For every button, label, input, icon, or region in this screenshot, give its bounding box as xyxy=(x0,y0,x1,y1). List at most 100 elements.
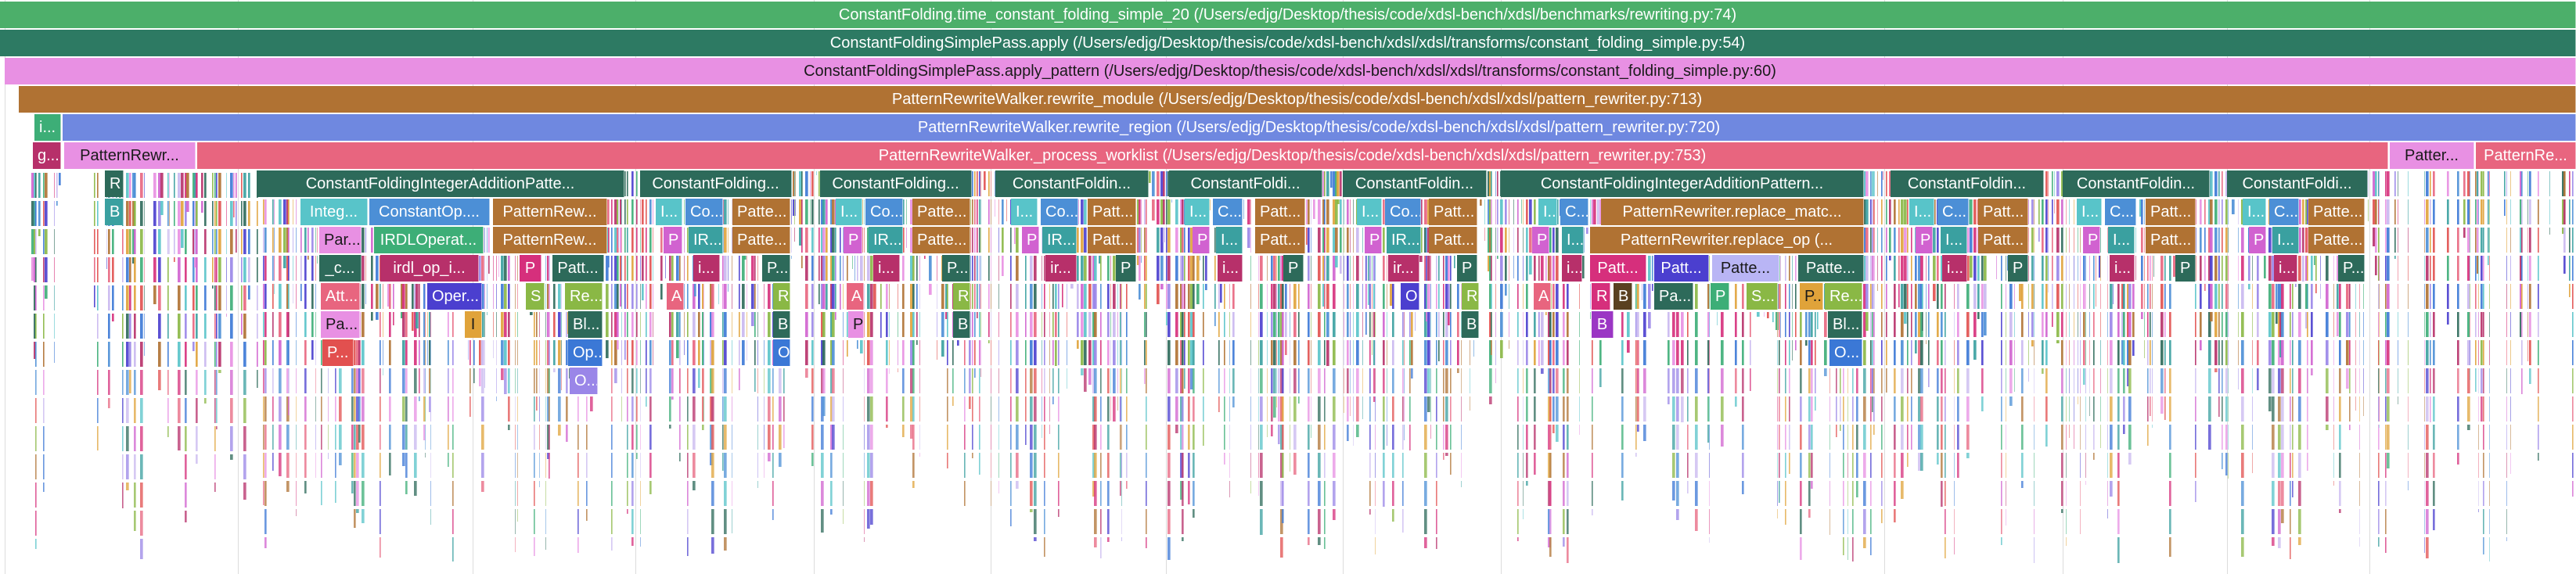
stack-sliver xyxy=(801,171,803,196)
stack-sliver xyxy=(257,314,258,339)
stack-sliver xyxy=(687,256,689,281)
stack-sliver xyxy=(1267,256,1268,281)
stack-sliver xyxy=(832,368,835,393)
stack-sliver xyxy=(590,396,593,411)
stack-sliver xyxy=(1100,340,1102,365)
stack-sliver xyxy=(693,425,696,450)
stack-sliver xyxy=(649,396,652,422)
stack-sliver xyxy=(43,426,45,451)
stack-sliver xyxy=(185,511,187,522)
stack-sliver xyxy=(1824,340,1827,365)
stack-sliver xyxy=(988,199,990,224)
stack-sliver xyxy=(97,314,99,339)
stack-sliver xyxy=(405,368,408,393)
stack-sliver xyxy=(243,342,246,367)
stack-sliver xyxy=(1668,396,1670,404)
stack-sliver xyxy=(362,368,365,393)
stack-sliver xyxy=(586,425,588,450)
stack-sliver xyxy=(649,312,652,337)
stack-sliver xyxy=(1333,481,1336,506)
stack-sliver xyxy=(679,256,681,281)
stack-sliver xyxy=(805,256,808,281)
stack-sliver xyxy=(1865,171,1869,196)
stack-sliver xyxy=(624,199,626,224)
stack-sliver xyxy=(1966,340,1970,365)
stack-sliver xyxy=(1920,425,1923,450)
stack-sliver xyxy=(1687,396,1689,422)
stack-sliver xyxy=(627,171,628,196)
stack-sliver xyxy=(1298,312,1300,337)
stack-sliver xyxy=(1167,396,1171,422)
stack-sliver xyxy=(1058,340,1060,365)
stack-sliver xyxy=(448,453,449,467)
stack-sliver xyxy=(178,314,181,339)
stack-sliver xyxy=(2056,228,2060,253)
stack-sliver xyxy=(1258,453,1259,478)
stack-sliver xyxy=(724,340,727,365)
stack-sliver xyxy=(288,368,290,393)
stack-sliver xyxy=(611,340,613,365)
stack-sliver xyxy=(1941,425,1943,450)
stack-sliver xyxy=(1672,340,1675,365)
stack-sliver xyxy=(1886,284,1887,309)
stack-sliver xyxy=(1852,453,1854,478)
stack-sliver xyxy=(1873,312,1875,337)
stack-sliver xyxy=(2169,340,2171,365)
stack-sliver xyxy=(1777,396,1778,422)
stack-sliver xyxy=(1695,340,1698,365)
stack-sliver xyxy=(1347,199,1349,224)
stack-sliver xyxy=(126,454,129,479)
stack-sliver xyxy=(822,368,826,393)
stack-sliver xyxy=(1232,396,1235,407)
stack-sliver xyxy=(339,368,342,393)
stack-sliver xyxy=(2160,284,2164,309)
stack-sliver xyxy=(496,340,497,365)
stack-sliver xyxy=(515,340,516,365)
stack-sliver xyxy=(811,256,814,281)
stack-sliver xyxy=(1402,453,1404,478)
stack-sliver xyxy=(1107,425,1110,450)
stack-sliver xyxy=(2069,368,2070,393)
stack-sliver xyxy=(1324,368,1326,393)
stack-sliver xyxy=(167,285,169,310)
stack-sliver xyxy=(768,340,771,365)
stack-sliver xyxy=(405,312,408,337)
stack-sliver xyxy=(257,229,258,254)
stack-sliver xyxy=(801,228,803,253)
stack-sliver xyxy=(1411,312,1413,337)
stack-sliver xyxy=(1362,340,1363,365)
stack-sliver xyxy=(754,340,756,365)
stack-sliver xyxy=(35,314,37,339)
stack-sliver xyxy=(974,284,976,309)
stack-sliver xyxy=(1369,256,1371,281)
stack-sliver xyxy=(196,173,198,198)
stack-sliver xyxy=(1324,509,1326,534)
stack-sliver xyxy=(1333,340,1336,365)
stack-sliver xyxy=(402,425,405,450)
stack-sliver xyxy=(724,396,727,422)
stack-sliver xyxy=(2195,481,2196,502)
stack-sliver xyxy=(1107,537,1110,542)
stack-sliver xyxy=(1347,256,1349,281)
stack-sliver xyxy=(1117,396,1118,411)
stack-sliver xyxy=(1780,312,1781,338)
stack-sliver xyxy=(59,173,61,185)
stack-sliver xyxy=(886,340,888,365)
stack-sliver xyxy=(621,340,622,365)
stack-sliver xyxy=(1672,453,1675,478)
stack-sliver xyxy=(1443,425,1445,450)
stack-sliver xyxy=(405,425,408,450)
stack-sliver xyxy=(1648,284,1651,309)
stack-sliver xyxy=(204,370,207,395)
stack-sliver xyxy=(354,368,356,393)
stack-sliver xyxy=(1362,284,1363,309)
stack-sliver xyxy=(534,425,535,450)
stack-sliver xyxy=(243,257,246,282)
stack-sliver xyxy=(1340,256,1342,274)
stack-sliver xyxy=(1901,425,1904,450)
stack-sliver xyxy=(791,228,792,253)
stack-sliver xyxy=(631,199,634,224)
stack-sliver xyxy=(126,342,129,367)
stack-sliver xyxy=(2021,368,2024,393)
stack-sliver xyxy=(2107,509,2108,518)
